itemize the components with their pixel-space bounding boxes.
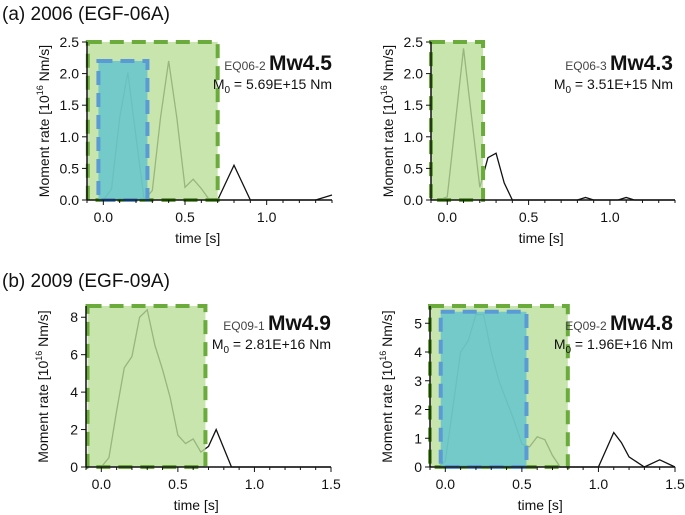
panel-title-a: (a) 2006 (EGF-06A): [2, 4, 170, 25]
y-tick-label: 4: [414, 344, 422, 360]
x-tick-label: 1.0: [257, 209, 277, 225]
y-tick-label: 0: [70, 459, 78, 475]
x-axis-label: time [s]: [174, 497, 219, 513]
y-tick-label: 2: [414, 402, 422, 418]
x-axis-label: time [s]: [518, 497, 563, 513]
blue-window: [438, 309, 529, 469]
y-tick-label: 3: [414, 373, 422, 389]
seismic-moment-label: M0 = 2.81E+16 Nm: [212, 336, 331, 356]
green-window: [85, 304, 208, 469]
y-tick-label: 2.0: [60, 66, 80, 82]
y-axis-label: Moment rate [1016 Nm/s]: [379, 45, 396, 197]
x-axis-label: time [s]: [175, 230, 220, 246]
y-tick-label: 2.5: [404, 34, 424, 50]
event-label: EQ09-2 Mw4.8: [565, 312, 673, 335]
y-tick-label: 6: [70, 347, 78, 363]
x-tick-label: 1.5: [665, 476, 685, 492]
panel-title-b: (b) 2009 (EGF-09A): [2, 271, 170, 292]
y-axis-label: Moment rate [1016 Nm/s]: [35, 45, 52, 197]
y-tick-label: 8: [70, 309, 78, 325]
y-tick-label: 0: [414, 459, 422, 475]
seismic-moment-label: M0 = 1.96E+16 Nm: [554, 336, 673, 356]
chart-panel-eq09-2: 0.0 0.5 1.0 1.5 0 1 2 3 4 5 time [s] Moment rate [1…: [378, 304, 685, 513]
x-tick-label: 0.0: [438, 209, 458, 225]
y-tick-label: 1.5: [60, 97, 80, 113]
x-tick-label: 0.5: [175, 209, 195, 225]
y-axis-label: Moment rate [1016 Nm/s]: [378, 310, 395, 462]
y-tick-label: 0.5: [60, 160, 80, 176]
x-tick-label: 1.0: [589, 476, 609, 492]
y-tick-label: 4: [70, 384, 78, 400]
y-tick-label: 5: [414, 315, 422, 331]
x-tick-label: 0.0: [94, 209, 114, 225]
event-label: EQ06-2 Mw4.5: [224, 52, 332, 75]
x-axis-label: time [s]: [519, 230, 564, 246]
y-tick-label: 1.5: [404, 97, 424, 113]
x-tick-label: 1.0: [245, 476, 265, 492]
y-tick-label: 1: [414, 430, 422, 446]
blue-window: [96, 58, 150, 202]
y-tick-label: 2.5: [60, 34, 80, 50]
seismic-moment-label: M0 = 5.69E+15 Nm: [213, 76, 332, 96]
y-axis-label: Moment rate [1016 Nm/s]: [34, 310, 51, 462]
x-tick-label: 0.0: [92, 476, 112, 492]
event-label: EQ06-3 Mw4.3: [565, 52, 673, 75]
chart-panel-eq09-1: 0.0 0.5 1.0 1.5 0 2 4 6 8 time [s] Moment rate [10…: [34, 304, 341, 513]
x-tick-label: 0.5: [512, 476, 532, 492]
green-window: [429, 40, 486, 202]
y-tick-label: 0.0: [60, 192, 80, 208]
y-tick-label: 0.0: [404, 192, 424, 208]
x-tick-label: 1.0: [600, 209, 620, 225]
x-tick-label: 0.0: [436, 476, 456, 492]
seismic-moment-label: M0 = 3.51E+15 Nm: [554, 76, 673, 96]
chart-panel-eq06-2: 0.0 0.5 1.0 0.0 0.5 1.0 1.5 2.0 2.5 time [s] Momen…: [35, 34, 333, 246]
y-tick-label: 0.5: [404, 160, 424, 176]
x-tick-label: 1.5: [321, 476, 341, 492]
y-tick-label: 2.0: [404, 66, 424, 82]
x-tick-label: 0.5: [168, 476, 188, 492]
x-tick-label: 0.5: [519, 209, 539, 225]
event-label: EQ09-1 Mw4.9: [223, 312, 331, 335]
y-tick-label: 1.0: [404, 129, 424, 145]
chart-panel-eq06-3: 0.0 0.5 1.0 0.0 0.5 1.0 1.5 2.0 2.5 time [s] Momen…: [379, 34, 676, 246]
y-tick-label: 1.0: [60, 129, 80, 145]
y-tick-label: 2: [70, 422, 78, 438]
